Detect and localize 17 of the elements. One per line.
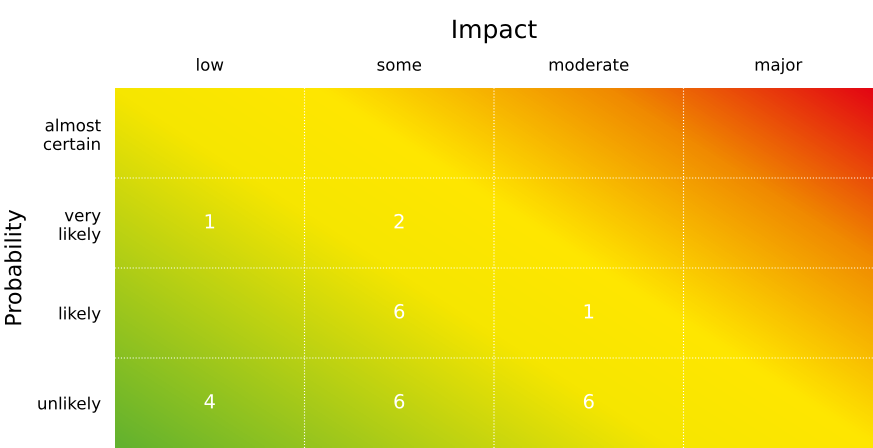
data-label: 6 bbox=[584, 394, 594, 409]
data-label: 1 bbox=[206, 214, 214, 228]
x-tick-label: moderate bbox=[550, 58, 628, 71]
x-tick-label: low bbox=[197, 58, 224, 71]
data-label: 4 bbox=[204, 394, 215, 408]
y-tick-label: unlikely bbox=[38, 396, 101, 413]
data-label: 2 bbox=[394, 214, 404, 228]
y-tick-label: likely bbox=[60, 306, 101, 323]
y-axis-title: Probability bbox=[4, 210, 26, 325]
x-tick-label: some bbox=[377, 61, 422, 71]
data-label: 1 bbox=[584, 304, 594, 318]
chart-title: Impact bbox=[453, 20, 537, 44]
y-tick-label: very likely bbox=[60, 212, 101, 244]
data-label: 6 bbox=[394, 304, 404, 319]
y-tick-label: almost certain bbox=[44, 118, 101, 150]
x-tick-label: major bbox=[756, 58, 802, 74]
data-label: 6 bbox=[394, 394, 404, 409]
